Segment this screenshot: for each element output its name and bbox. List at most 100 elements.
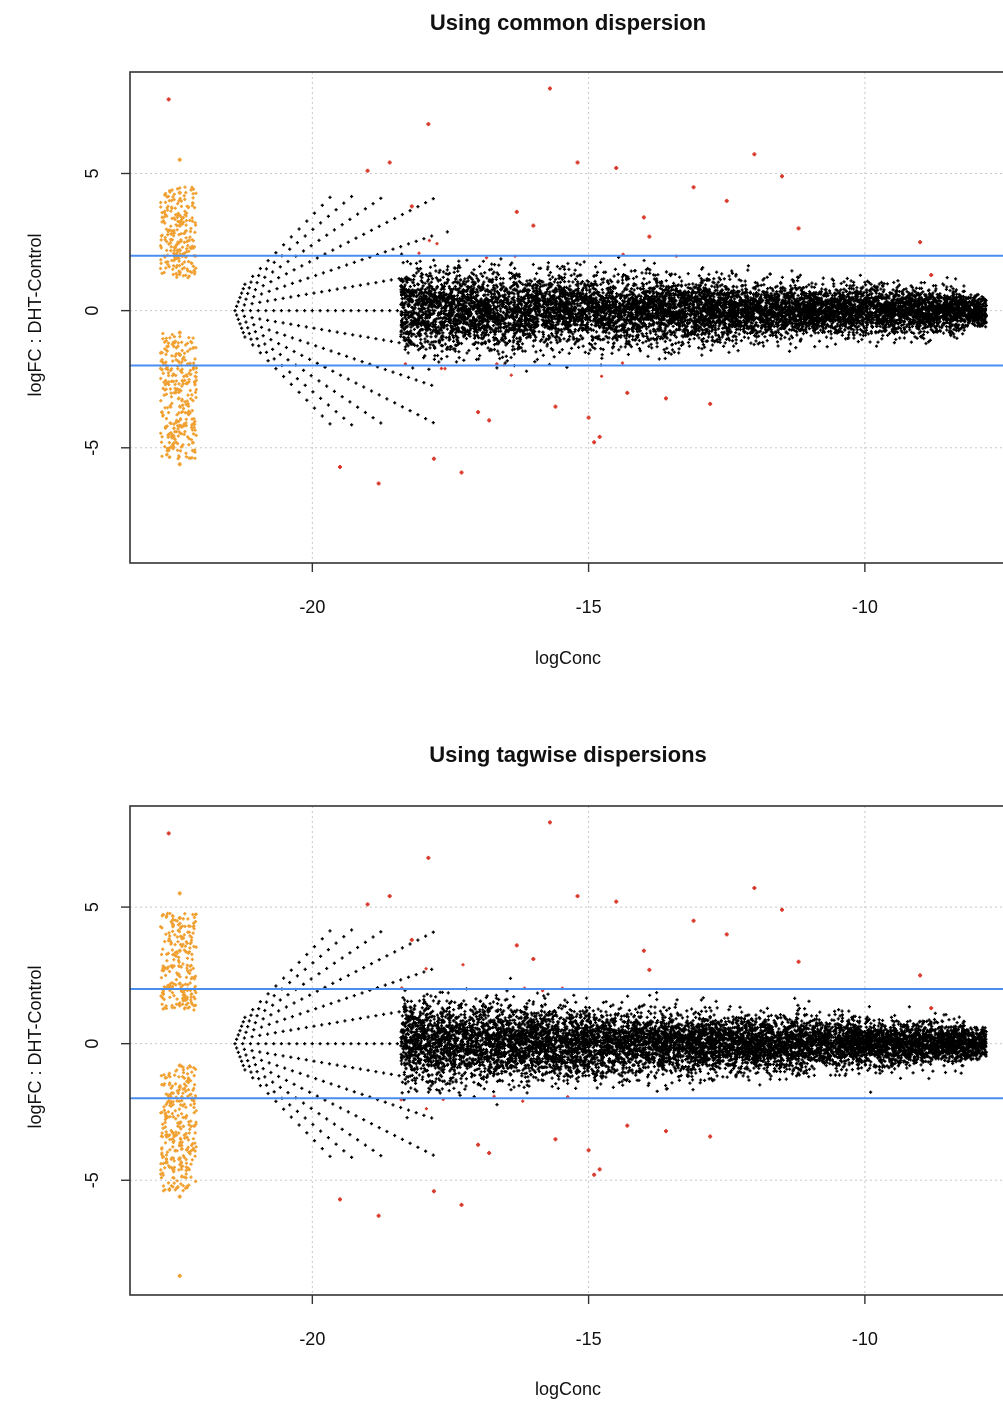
data-point xyxy=(614,1041,619,1046)
data-point xyxy=(779,907,784,912)
data-point xyxy=(614,166,619,171)
chart-common-dispersion: Using common dispersion logConc logFC : … xyxy=(25,10,1003,668)
point-cloud xyxy=(159,911,988,1193)
data-point xyxy=(426,855,431,860)
data-point xyxy=(487,418,492,423)
data-point xyxy=(431,456,436,461)
data-point xyxy=(177,916,182,921)
series xyxy=(166,86,983,486)
x-tick-label: -10 xyxy=(852,597,878,617)
data-point xyxy=(691,185,696,190)
data-point xyxy=(459,470,464,475)
data-point xyxy=(531,223,536,228)
data-point xyxy=(514,943,519,948)
data-point xyxy=(166,97,171,102)
y-tick-label: 0 xyxy=(82,306,102,316)
data-point xyxy=(708,1134,713,1139)
y-tick-label: 5 xyxy=(82,168,102,178)
plot-frame xyxy=(129,71,1003,564)
data-point xyxy=(531,956,536,961)
data-point xyxy=(592,440,597,445)
data-point xyxy=(647,234,652,239)
data-point xyxy=(514,209,519,214)
chart-title: Using tagwise dispersions xyxy=(429,742,707,767)
series-1 xyxy=(177,891,182,1278)
data-point xyxy=(177,891,182,896)
cloud-zero-count xyxy=(159,911,198,1193)
cloud-not-de xyxy=(233,194,988,427)
data-point xyxy=(177,1273,182,1278)
data-point xyxy=(614,308,619,313)
data-point xyxy=(752,152,757,157)
data-point xyxy=(177,157,182,162)
data-point xyxy=(929,1006,934,1011)
y-axis-title: logFC : DHT-Control xyxy=(25,233,45,396)
data-point xyxy=(177,388,182,393)
data-point xyxy=(177,948,182,953)
data-point xyxy=(929,1036,934,1041)
data-point xyxy=(647,967,652,972)
data-point xyxy=(691,918,696,923)
data-point xyxy=(431,1189,436,1194)
series-1 xyxy=(177,157,182,467)
data-point xyxy=(177,981,182,986)
data-point xyxy=(597,1167,602,1172)
data-point xyxy=(586,1148,591,1153)
series-2 xyxy=(614,1036,983,1049)
data-point xyxy=(575,160,580,165)
data-point xyxy=(365,168,370,173)
data-point xyxy=(337,1197,342,1202)
data-point xyxy=(796,959,801,964)
data-point xyxy=(929,303,934,308)
chart-tagwise-dispersions: Using tagwise dispersions logConc logFC … xyxy=(25,742,1003,1399)
data-point xyxy=(376,1213,381,1218)
data-point xyxy=(592,1172,597,1177)
data-point xyxy=(409,937,414,942)
data-point xyxy=(730,311,735,316)
data-point xyxy=(663,303,668,308)
data-point xyxy=(177,352,182,357)
data-point xyxy=(387,160,392,165)
data-point xyxy=(547,820,552,825)
data-point xyxy=(586,415,591,420)
series xyxy=(166,820,983,1278)
data-point xyxy=(387,894,392,899)
data-point xyxy=(752,885,757,890)
data-point xyxy=(918,973,923,978)
plot-frame xyxy=(129,805,1003,1296)
data-point xyxy=(730,1044,735,1049)
chart-title: Using common dispersion xyxy=(430,10,706,35)
cloud-zero-count xyxy=(158,185,198,461)
data-point xyxy=(663,1129,668,1134)
cloud-not-de xyxy=(233,928,988,1159)
data-point xyxy=(807,305,812,310)
data-point xyxy=(625,390,630,395)
data-point xyxy=(177,1003,182,1008)
x-tick-label: -20 xyxy=(299,1329,325,1349)
x-tick-label: -15 xyxy=(576,597,602,617)
x-tick-label: -10 xyxy=(852,1329,878,1349)
data-point xyxy=(177,1085,182,1090)
x-axis-title: logConc xyxy=(535,1379,601,1399)
data-point xyxy=(177,248,182,253)
y-tick-label: -5 xyxy=(82,440,102,456)
y-tick-label: -5 xyxy=(82,1172,102,1188)
data-point xyxy=(177,1120,182,1125)
data-point xyxy=(177,1194,182,1199)
series-0 xyxy=(166,86,934,486)
data-point xyxy=(409,204,414,209)
data-point xyxy=(625,1123,630,1128)
data-point xyxy=(708,401,713,406)
data-point xyxy=(487,1150,492,1155)
data-point xyxy=(978,1041,983,1046)
data-point xyxy=(641,948,646,953)
data-point xyxy=(663,1036,668,1041)
data-point xyxy=(376,481,381,486)
y-tick-label: 5 xyxy=(82,902,102,912)
series-0 xyxy=(166,820,934,1218)
x-axis-title: logConc xyxy=(535,648,601,668)
data-point xyxy=(177,1063,182,1068)
data-point xyxy=(476,1142,481,1147)
x-tick-label: -20 xyxy=(299,597,325,617)
